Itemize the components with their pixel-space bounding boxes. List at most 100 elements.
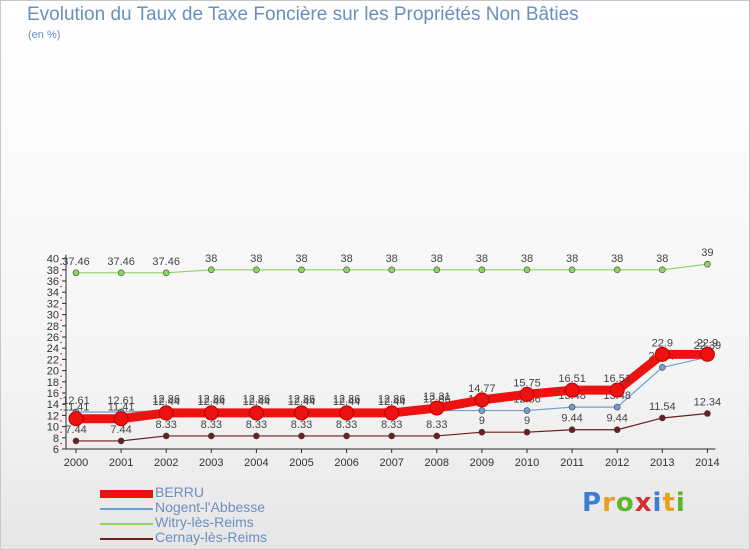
data-point — [519, 386, 535, 402]
data-point — [658, 266, 666, 274]
data-point — [478, 407, 486, 414]
data-label: 16.51 — [603, 373, 631, 385]
data-point — [433, 432, 441, 440]
data-point — [613, 426, 621, 434]
y-tick-label: 32 — [47, 298, 59, 310]
data-point — [253, 432, 260, 440]
data-point — [658, 414, 666, 422]
data-point — [298, 432, 305, 440]
data-label: 9 — [479, 415, 485, 427]
data-label: 37.46 — [62, 256, 90, 268]
data-label: 22.9 — [652, 337, 673, 349]
data-point — [208, 432, 215, 440]
data-point — [654, 346, 670, 362]
data-point — [343, 266, 350, 274]
data-point — [609, 382, 625, 398]
data-label: 12.86 — [378, 394, 406, 406]
x-tick-label: 2008 — [425, 457, 449, 469]
data-label: 8.33 — [246, 419, 267, 431]
data-label: 22.9 — [697, 337, 718, 349]
data-label: 12.44 — [198, 396, 226, 408]
data-label: 11.54 — [649, 401, 676, 413]
x-tick-label: 2005 — [289, 457, 313, 469]
data-label: 38 — [250, 253, 262, 265]
y-tick-label: 40 — [47, 254, 59, 266]
x-tick-label: 2010 — [515, 457, 539, 469]
data-label: 12.61 — [107, 395, 135, 407]
data-point — [339, 405, 355, 421]
legend-label: Witry-lès-Reims — [155, 514, 254, 530]
data-label: 12.44 — [243, 396, 271, 408]
x-tick-label: 2000 — [64, 457, 88, 469]
data-label: 12.61 — [62, 395, 90, 407]
x-tick-label: 2001 — [109, 457, 133, 469]
data-point — [613, 403, 621, 411]
logo-letter: i — [675, 488, 686, 518]
x-tick-label: 2011 — [560, 457, 584, 469]
data-point — [162, 269, 170, 277]
data-point — [68, 411, 84, 427]
data-point — [343, 432, 350, 440]
data-point — [613, 266, 621, 274]
logo-letter: t — [662, 488, 676, 518]
y-tick-label: 22 — [47, 354, 59, 366]
legend-label: Nogent-l'Abbesse — [155, 499, 266, 515]
data-label: 12.44 — [333, 396, 361, 408]
y-tick-label: 12 — [47, 410, 59, 422]
legend-swatch — [100, 523, 153, 525]
data-label: 38 — [431, 253, 443, 265]
logo-letter: o — [615, 488, 635, 518]
data-label: 11.41 — [63, 402, 90, 414]
data-point — [433, 266, 441, 274]
data-point — [72, 269, 80, 277]
data-label: 12.86 — [152, 394, 180, 406]
data-point — [294, 405, 309, 421]
data-point — [704, 260, 711, 268]
data-point — [658, 364, 666, 371]
y-tick-label: 6 — [53, 444, 59, 456]
x-tick-label: 2002 — [154, 457, 178, 469]
y-tick-label: 36 — [47, 276, 59, 288]
data-point — [568, 266, 576, 274]
x-tick-label: 2009 — [470, 457, 494, 469]
data-label: 8.33 — [381, 419, 402, 431]
data-label: 22.39 — [694, 340, 722, 352]
x-tick-label: 2007 — [379, 457, 403, 469]
data-point — [203, 405, 219, 421]
data-label: 14.77 — [468, 383, 496, 395]
data-label: 12.86 — [288, 394, 316, 406]
data-point — [429, 400, 445, 416]
data-label: 38 — [386, 253, 398, 265]
logo-letter: P — [582, 488, 603, 518]
x-tick-label: 2004 — [244, 457, 268, 469]
data-point — [113, 411, 129, 427]
data-point — [117, 269, 125, 277]
data-label: 38 — [205, 253, 217, 265]
data-label: 8.33 — [426, 419, 447, 431]
data-label: 12.34 — [694, 396, 722, 408]
data-label: 38 — [340, 253, 352, 265]
data-point — [248, 405, 264, 421]
data-point — [523, 266, 531, 274]
data-point — [478, 266, 486, 274]
logo-letter: r — [602, 488, 616, 518]
data-label: 9.44 — [561, 413, 582, 425]
data-point — [162, 432, 170, 440]
y-tick-label: 30 — [47, 310, 59, 322]
data-point — [158, 405, 174, 421]
data-label: 8.33 — [291, 419, 312, 431]
data-label: 38 — [521, 253, 533, 265]
x-tick-label: 2012 — [605, 457, 629, 469]
data-label: 12.44 — [288, 396, 316, 408]
data-label: 38 — [656, 253, 668, 265]
data-label: 38 — [611, 253, 623, 265]
x-tick-label: 2006 — [334, 457, 358, 469]
data-point — [208, 266, 215, 274]
y-tick-label: 20 — [47, 366, 59, 378]
data-point — [478, 428, 486, 436]
data-label: 7.44 — [65, 424, 86, 436]
data-label: 8.33 — [336, 419, 357, 431]
data-point — [568, 403, 576, 411]
data-label: 12.86 — [198, 394, 226, 406]
